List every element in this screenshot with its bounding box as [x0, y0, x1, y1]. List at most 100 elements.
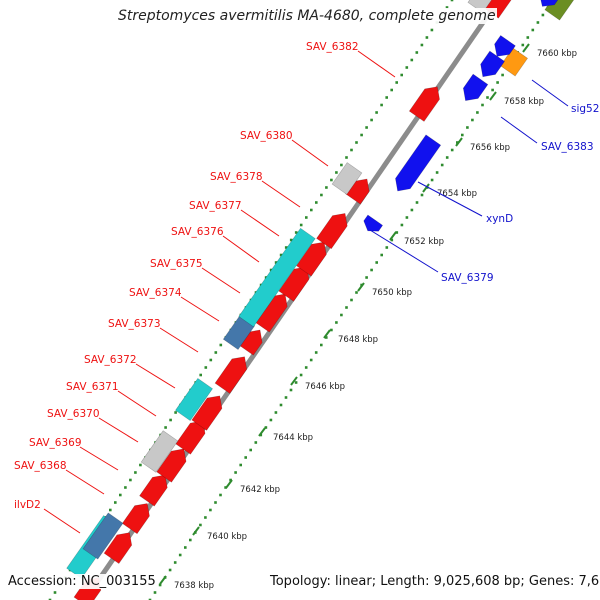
- forward-gene-label[interactable]: ilvD2: [14, 499, 41, 511]
- reverse-guide-dot: [309, 358, 313, 362]
- reverse-guide-dot: [385, 246, 389, 249]
- reverse-guide-dot: [269, 418, 273, 422]
- reverse-gene-label[interactable]: SAV_6383: [541, 141, 594, 153]
- reverse-guide-dot: [415, 201, 419, 204]
- reverse-guide-dot: [340, 313, 343, 317]
- forward-gene-label[interactable]: SAV_6368: [14, 460, 67, 472]
- forward-guide-dot: [289, 238, 293, 242]
- forward-guide-dot: [109, 508, 112, 512]
- genome-summary: Topology: linear; Length: 9,025,608 bp; …: [270, 574, 600, 589]
- gene-red-arrow[interactable]: [121, 498, 154, 535]
- forward-gene-label[interactable]: SAV_6373: [108, 318, 161, 330]
- gene-red-arrow[interactable]: [156, 444, 191, 483]
- gene-blue-arrow[interactable]: [535, 0, 561, 12]
- scale-tick-label: 7648 kbp: [338, 335, 378, 345]
- forward-label-leader: [291, 139, 329, 167]
- reverse-gene-label[interactable]: sig52: [571, 103, 599, 115]
- forward-guide-dot: [48, 598, 52, 600]
- forward-guide-dot: [269, 268, 273, 272]
- reverse-guide-dot: [284, 396, 288, 399]
- scale-tick-label: 7658 kbp: [504, 97, 544, 107]
- scale-tick-mark: [389, 231, 397, 241]
- forward-label-leader: [117, 390, 157, 417]
- reverse-guide-dot: [400, 223, 404, 227]
- forward-label-leader: [43, 508, 81, 534]
- reverse-guide-dot: [541, 13, 545, 17]
- gene-steelblue-bar[interactable]: [222, 315, 256, 350]
- gene-red-arrow[interactable]: [408, 82, 444, 122]
- forward-label-leader: [222, 235, 260, 263]
- gene-red-arrow[interactable]: [214, 352, 252, 394]
- forward-gene-label[interactable]: SAV_6371: [66, 381, 119, 393]
- scale-tick-label: 7652 kbp: [404, 237, 444, 247]
- forward-gene-label[interactable]: SAV_6380: [240, 130, 293, 142]
- reverse-guide-dot: [405, 216, 409, 219]
- forward-guide-dot: [350, 148, 353, 152]
- gene-blue-arrow[interactable]: [390, 134, 442, 196]
- forward-guide-dot: [325, 186, 328, 189]
- forward-gene-label[interactable]: SAV_6376: [171, 226, 224, 238]
- reverse-guide-dot: [496, 81, 499, 84]
- scale-tick-label: 7646 kbp: [305, 382, 345, 392]
- reverse-label-leader: [369, 229, 439, 273]
- gene-red-arrow[interactable]: [139, 470, 173, 507]
- reverse-label-leader: [417, 181, 483, 217]
- scale-tick-label: 7654 kbp: [437, 189, 477, 199]
- gene-red-arrow[interactable]: [103, 527, 137, 564]
- scale-tick-label: 7660 kbp: [537, 49, 577, 59]
- reverse-guide-dot: [314, 351, 318, 354]
- reverse-guide-dot: [320, 343, 323, 347]
- forward-guide-dot: [330, 178, 333, 182]
- reverse-guide-dot: [199, 523, 202, 527]
- gene-red-arrow[interactable]: [316, 208, 353, 250]
- gene-steelblue-bar[interactable]: [82, 512, 124, 560]
- reverse-guide-dot: [189, 538, 192, 542]
- forward-guide-dot: [410, 58, 414, 62]
- reverse-guide-dot: [501, 73, 504, 77]
- forward-gene-label[interactable]: SAV_6377: [189, 200, 242, 212]
- reverse-gene-label[interactable]: xynD: [486, 213, 513, 225]
- forward-guide-dot: [320, 193, 323, 197]
- gene-cyan-bar[interactable]: [238, 227, 316, 328]
- forward-gene-label[interactable]: SAV_6370: [47, 408, 100, 420]
- gene-gray-bar[interactable]: [331, 162, 363, 195]
- gene-red-arrow[interactable]: [191, 391, 227, 431]
- reverse-guide-dot: [148, 598, 152, 600]
- gene-red-arrow[interactable]: [296, 237, 332, 277]
- reverse-guide-dot: [274, 411, 278, 414]
- forward-label-leader: [79, 446, 119, 471]
- gene-gray-bar[interactable]: [140, 430, 179, 473]
- scale-tick-label: 7650 kbp: [372, 288, 412, 298]
- gene-blue-arrow[interactable]: [458, 73, 489, 106]
- forward-guide-dot: [129, 478, 132, 482]
- gene-blue-arrow[interactable]: [360, 214, 384, 236]
- reverse-guide-dot: [289, 388, 293, 392]
- gene-blue-arrow[interactable]: [490, 35, 516, 61]
- forward-guide-dot: [400, 73, 403, 77]
- forward-gene-label[interactable]: SAV_6382: [306, 41, 359, 53]
- reverse-guide-dot: [214, 501, 217, 504]
- reverse-gene-label[interactable]: SAV_6379: [441, 272, 494, 284]
- forward-label-leader: [135, 363, 176, 389]
- reverse-guide-dot: [375, 261, 378, 264]
- forward-guide-dot: [355, 141, 358, 144]
- forward-gene-label[interactable]: SAV_6378: [210, 171, 263, 183]
- reverse-guide-dot: [456, 141, 459, 144]
- forward-gene-label[interactable]: SAV_6374: [129, 287, 182, 299]
- forward-guide-dot: [450, 0, 454, 2]
- forward-guide-dot: [124, 486, 127, 489]
- scale-tick-mark: [192, 526, 200, 536]
- scale-tick-mark: [258, 427, 266, 437]
- forward-gene-label[interactable]: SAV_6375: [150, 258, 203, 270]
- forward-gene-label[interactable]: SAV_6369: [29, 437, 82, 449]
- reverse-guide-dot: [521, 43, 525, 47]
- scale-tick-label: 7656 kbp: [470, 143, 510, 153]
- gene-cyan-bar[interactable]: [175, 377, 213, 422]
- reverse-guide-dot: [445, 156, 449, 159]
- forward-gene-label[interactable]: SAV_6372: [84, 354, 137, 366]
- gene-olive-bar[interactable]: [544, 0, 580, 21]
- forward-guide-dot: [174, 411, 177, 414]
- reverse-guide-dot: [254, 441, 258, 444]
- forward-guide-dot: [274, 261, 278, 264]
- forward-guide-dot: [214, 351, 218, 354]
